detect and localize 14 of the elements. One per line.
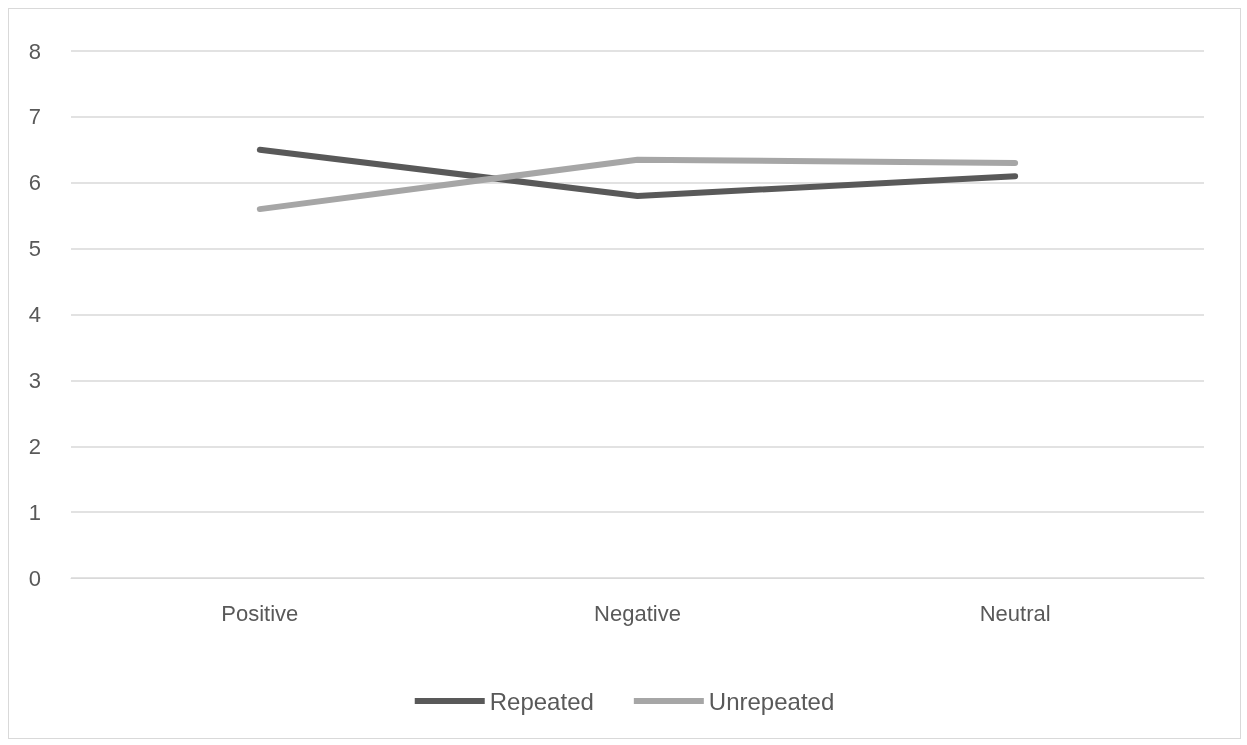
x-tick-label: Negative	[594, 600, 681, 626]
legend-label: Repeated	[489, 687, 594, 715]
y-tick-label: 7	[28, 104, 41, 130]
y-tick-label: 1	[28, 499, 41, 525]
y-tick-label: 6	[28, 170, 41, 196]
x-tick-label: Positive	[221, 600, 299, 626]
legend-label: Unrepeated	[708, 687, 835, 715]
y-tick-label: 8	[28, 38, 41, 64]
y-tick-label: 0	[28, 565, 41, 591]
y-tick-label: 3	[28, 367, 41, 393]
y-tick-label: 5	[28, 236, 41, 262]
y-tick-label: 4	[28, 302, 41, 327]
y-tick-label: 2	[28, 433, 41, 459]
x-tick-label: Neutral	[979, 600, 1051, 626]
